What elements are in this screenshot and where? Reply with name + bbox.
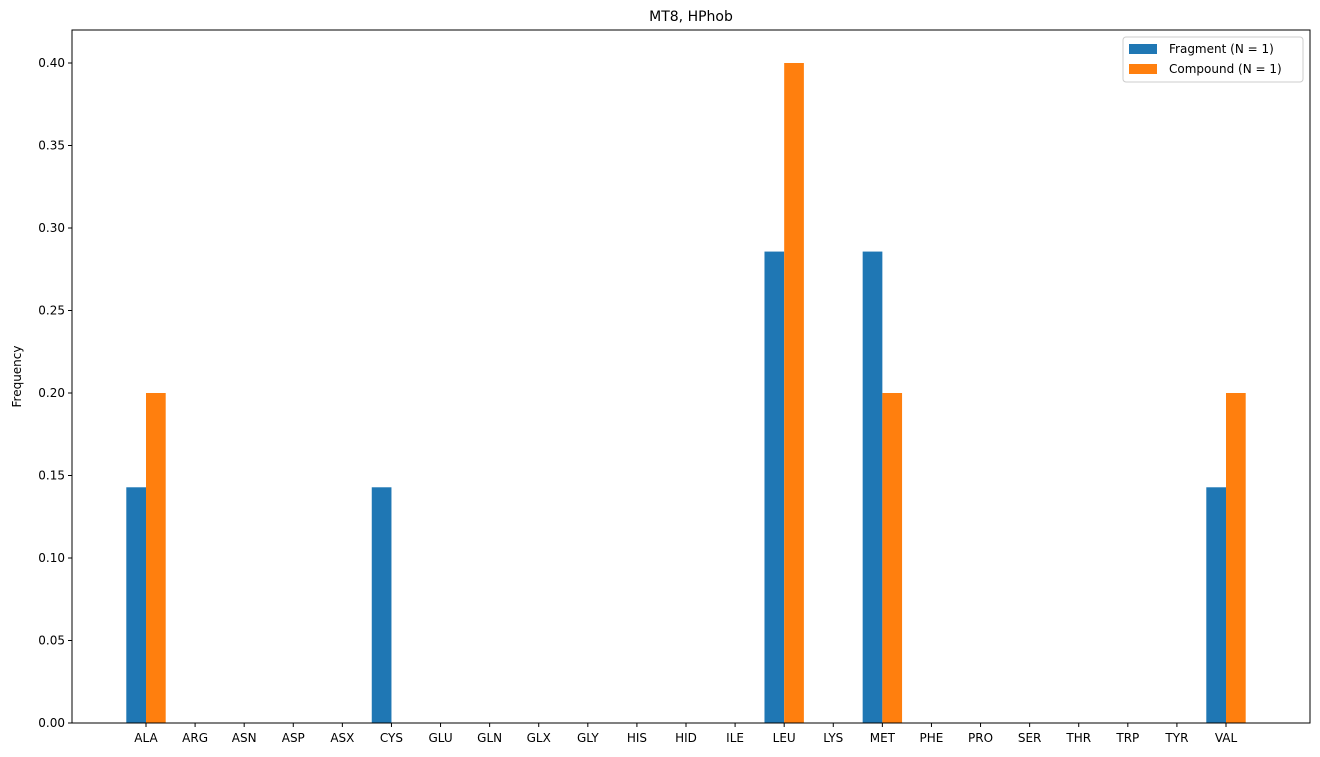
legend: Fragment (N = 1) Compound (N = 1) <box>1122 36 1304 83</box>
x-tick-label-tyr: TYR <box>1164 731 1188 745</box>
x-tick-label-ile: ILE <box>726 731 744 745</box>
x-tick-label-lys: LYS <box>823 731 843 745</box>
x-tick-label-hid: HID <box>675 731 697 745</box>
y-tick-label: 0.40 <box>38 56 65 70</box>
x-tick-label-met: MET <box>870 731 896 745</box>
y-tick-label: 0.30 <box>38 221 65 235</box>
x-tick-label-gly: GLY <box>577 731 599 745</box>
legend-label-fragment: Fragment (N = 1) <box>1169 42 1274 56</box>
x-tick-label-trp: TRP <box>1115 731 1139 745</box>
bars-group <box>126 63 1246 723</box>
x-tick-label-asx: ASX <box>330 731 354 745</box>
chart-title: MT8, HPhob <box>649 9 733 25</box>
x-tick-label-pro: PRO <box>968 731 993 745</box>
y-tick-label: 0.00 <box>38 716 65 730</box>
x-tick-label-arg: ARG <box>182 731 208 745</box>
x-tick-label-glx: GLX <box>527 731 551 745</box>
legend-label-compound: Compound (N = 1) <box>1169 62 1282 76</box>
x-tick-label-ala: ALA <box>134 731 158 745</box>
y-tick-label: 0.20 <box>38 386 65 400</box>
x-tick-label-val: VAL <box>1215 731 1238 745</box>
x-tick-label-cys: CYS <box>380 731 403 745</box>
bar-fragment-cys <box>371 487 392 723</box>
bar-compound-met <box>882 393 903 723</box>
y-axis: 0.00 0.05 0.10 0.15 0.20 0.25 0.30 0.35 0.40 <box>38 56 72 730</box>
bar-fragment-val <box>1206 487 1226 723</box>
x-tick-label-thr: THR <box>1065 731 1091 745</box>
legend-swatch-compound <box>1129 64 1157 74</box>
bar-fragment-leu <box>764 251 785 723</box>
x-tick-label-asn: ASN <box>232 731 257 745</box>
plot-frame <box>71 29 1311 724</box>
y-tick-label: 0.05 <box>38 634 65 648</box>
bar-compound-leu <box>784 63 804 723</box>
bar-compound-ala <box>146 393 166 723</box>
y-axis-label: Frequency <box>10 346 24 408</box>
x-tick-label-leu: LEU <box>773 731 796 745</box>
x-tick-label-ser: SER <box>1018 731 1042 745</box>
bar-compound-val <box>1226 393 1246 723</box>
x-tick-label-his: HIS <box>627 731 647 745</box>
legend-swatch-fragment <box>1129 44 1157 54</box>
y-tick-label: 0.25 <box>38 304 65 318</box>
x-tick-label-asp: ASP <box>282 731 305 745</box>
legend-box <box>1122 36 1304 83</box>
bar-fragment-ala <box>126 487 146 723</box>
y-tick-label: 0.10 <box>38 551 65 565</box>
x-tick-label-glu: GLU <box>428 731 452 745</box>
x-tick-label-phe: PHE <box>920 731 944 745</box>
x-axis: ALA ARG ASN ASP ASX CYS GLU GLN GLX GLY HIS HID ILE L… <box>134 723 1237 745</box>
y-tick-label: 0.35 <box>38 139 65 153</box>
bar-fragment-met <box>862 251 883 723</box>
x-tick-label-gln: GLN <box>477 731 502 745</box>
y-tick-label: 0.15 <box>38 469 65 483</box>
